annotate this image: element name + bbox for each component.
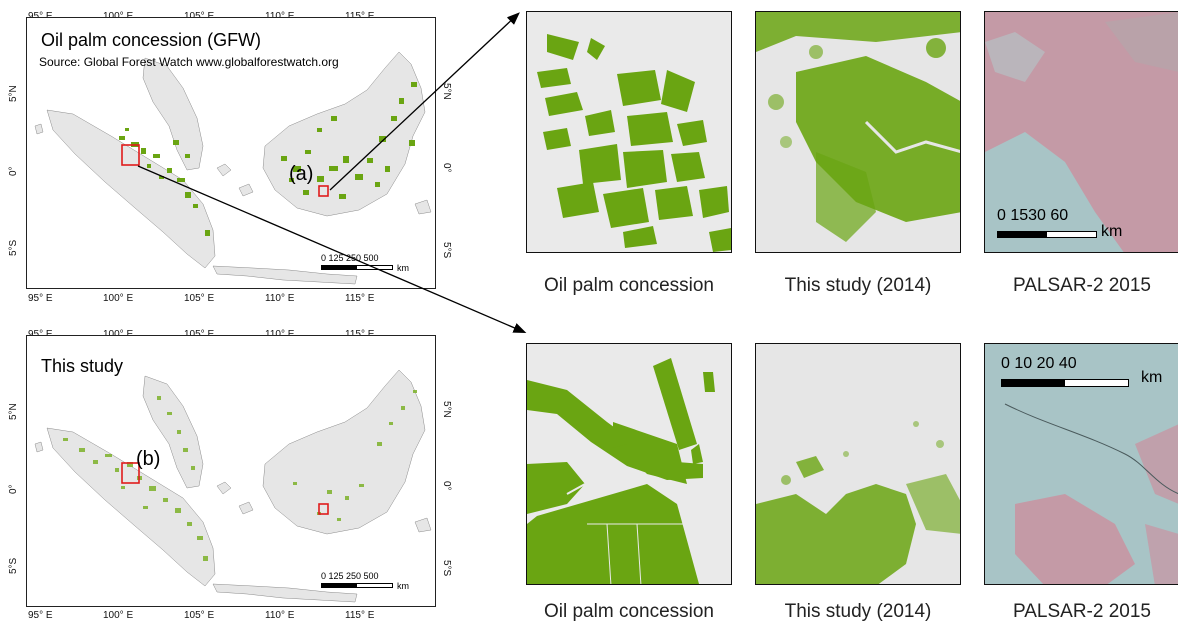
- panel-b-scale-unit: km: [1141, 369, 1163, 386]
- bottom-lat-tick-right: 5°N: [441, 401, 452, 418]
- panel-a-scale-unit: km: [1101, 223, 1123, 240]
- top-scale-unit: km: [397, 263, 409, 273]
- bottom-map-title: This study: [41, 356, 124, 376]
- bottom-lon-tick-bottom: 105° E: [184, 610, 215, 621]
- bottom-lat-tick-right: 5°S: [441, 560, 452, 577]
- bottom-lat-tick-right: 0°: [441, 481, 452, 491]
- bottom-lon-tick-bottom: 115° E: [345, 610, 375, 621]
- top-lon-tick-bottom: 100° E: [103, 293, 134, 304]
- bottom-lon-tick-bottom: 95° E: [28, 610, 53, 621]
- panel-a-scale-labels: 0 1530 60: [997, 207, 1069, 224]
- caption-b-palsar: PALSAR-2 2015: [1012, 601, 1151, 622]
- panel-a-palsar: 0 1530 60 km: [984, 11, 1178, 253]
- top-callout-label: (a): [289, 163, 314, 185]
- bottom-lat-tick-left: 0°: [8, 484, 19, 494]
- panel-b-concession: [526, 343, 732, 585]
- top-lon-tick: 105° E: [184, 11, 214, 22]
- top-lat-tick-left: 5°S: [8, 239, 19, 256]
- study-area-box-borneo: [318, 503, 329, 515]
- panel-b-concession-svg: [527, 344, 731, 584]
- top-lon-tick-bottom: 115° E: [345, 293, 375, 304]
- top-lon-tick-bottom: 95° E: [28, 293, 53, 304]
- top-lat-tick-left: 5°N: [8, 85, 19, 102]
- panel-b-this-study-svg: [756, 344, 960, 584]
- panel-b-palsar: 0 10 20 40 km: [984, 343, 1178, 585]
- bottom-lat-tick-left: 5°N: [8, 403, 19, 420]
- panel-a-concession: [526, 11, 732, 253]
- top-lat-tick-left: 0°: [8, 166, 19, 176]
- caption-b-concession: Oil palm concession: [543, 601, 715, 622]
- top-lon-tick-bottom: 110° E: [265, 293, 295, 304]
- top-map-title: Oil palm concession (GFW): [41, 30, 262, 50]
- study-area-box-sumatra: [121, 144, 140, 166]
- top-lat-tick-right: 5°S: [441, 242, 452, 259]
- bottom-lat-tick-left: 5°S: [8, 557, 19, 574]
- bottom-landmass-svg: [34, 369, 432, 603]
- caption-a-palsar: PALSAR-2 2015: [1012, 275, 1151, 296]
- top-map-subtitle: Source: Global Forest Watch www.globalfo…: [39, 55, 339, 69]
- top-scale-labels: 0 125 250 500: [321, 253, 379, 263]
- panel-a-palsar-svg: [985, 12, 1178, 252]
- panel-a-this-study: [755, 11, 961, 253]
- bottom-lon-tick: 100° E: [103, 329, 133, 340]
- bottom-lon-tick-bottom: 100° E: [103, 610, 134, 621]
- panel-b-this-study: [755, 343, 961, 585]
- caption-a-concession: Oil palm concession: [543, 275, 715, 296]
- bottom-scale-unit: km: [397, 581, 409, 591]
- top-lat-tick-right: 0°: [441, 163, 452, 173]
- panel-b-scale-labels: 0 10 20 40: [1001, 355, 1077, 372]
- top-lon-tick: 95° E: [28, 11, 53, 22]
- bottom-lon-tick: 110° E: [265, 329, 294, 340]
- top-lon-tick: 100° E: [103, 11, 133, 22]
- top-lon-tick: 110° E: [265, 11, 294, 22]
- caption-b-this-study: This study (2014): [784, 601, 932, 622]
- top-lon-tick-bottom: 105° E: [184, 293, 215, 304]
- panel-a-concession-svg: [527, 12, 731, 252]
- bottom-lon-tick: 115° E: [345, 329, 374, 340]
- study-area-box-sumatra: [121, 462, 140, 484]
- bottom-lon-tick: 95° E: [28, 329, 53, 340]
- top-overview-map: Oil palm concession (GFW) Source: Global…: [26, 17, 436, 289]
- caption-a-this-study: This study (2014): [784, 275, 932, 296]
- bottom-scale-labels: 0 125 250 500: [321, 571, 379, 581]
- top-lat-tick-right: 5°N: [441, 83, 452, 100]
- panel-a-this-study-svg: [756, 12, 960, 252]
- bottom-callout-label: (b): [136, 448, 161, 470]
- bottom-overview-map: This study (b) 0 125 250 500 km: [26, 335, 436, 607]
- bottom-lon-tick: 105° E: [184, 329, 214, 340]
- bottom-lon-tick-bottom: 110° E: [265, 610, 295, 621]
